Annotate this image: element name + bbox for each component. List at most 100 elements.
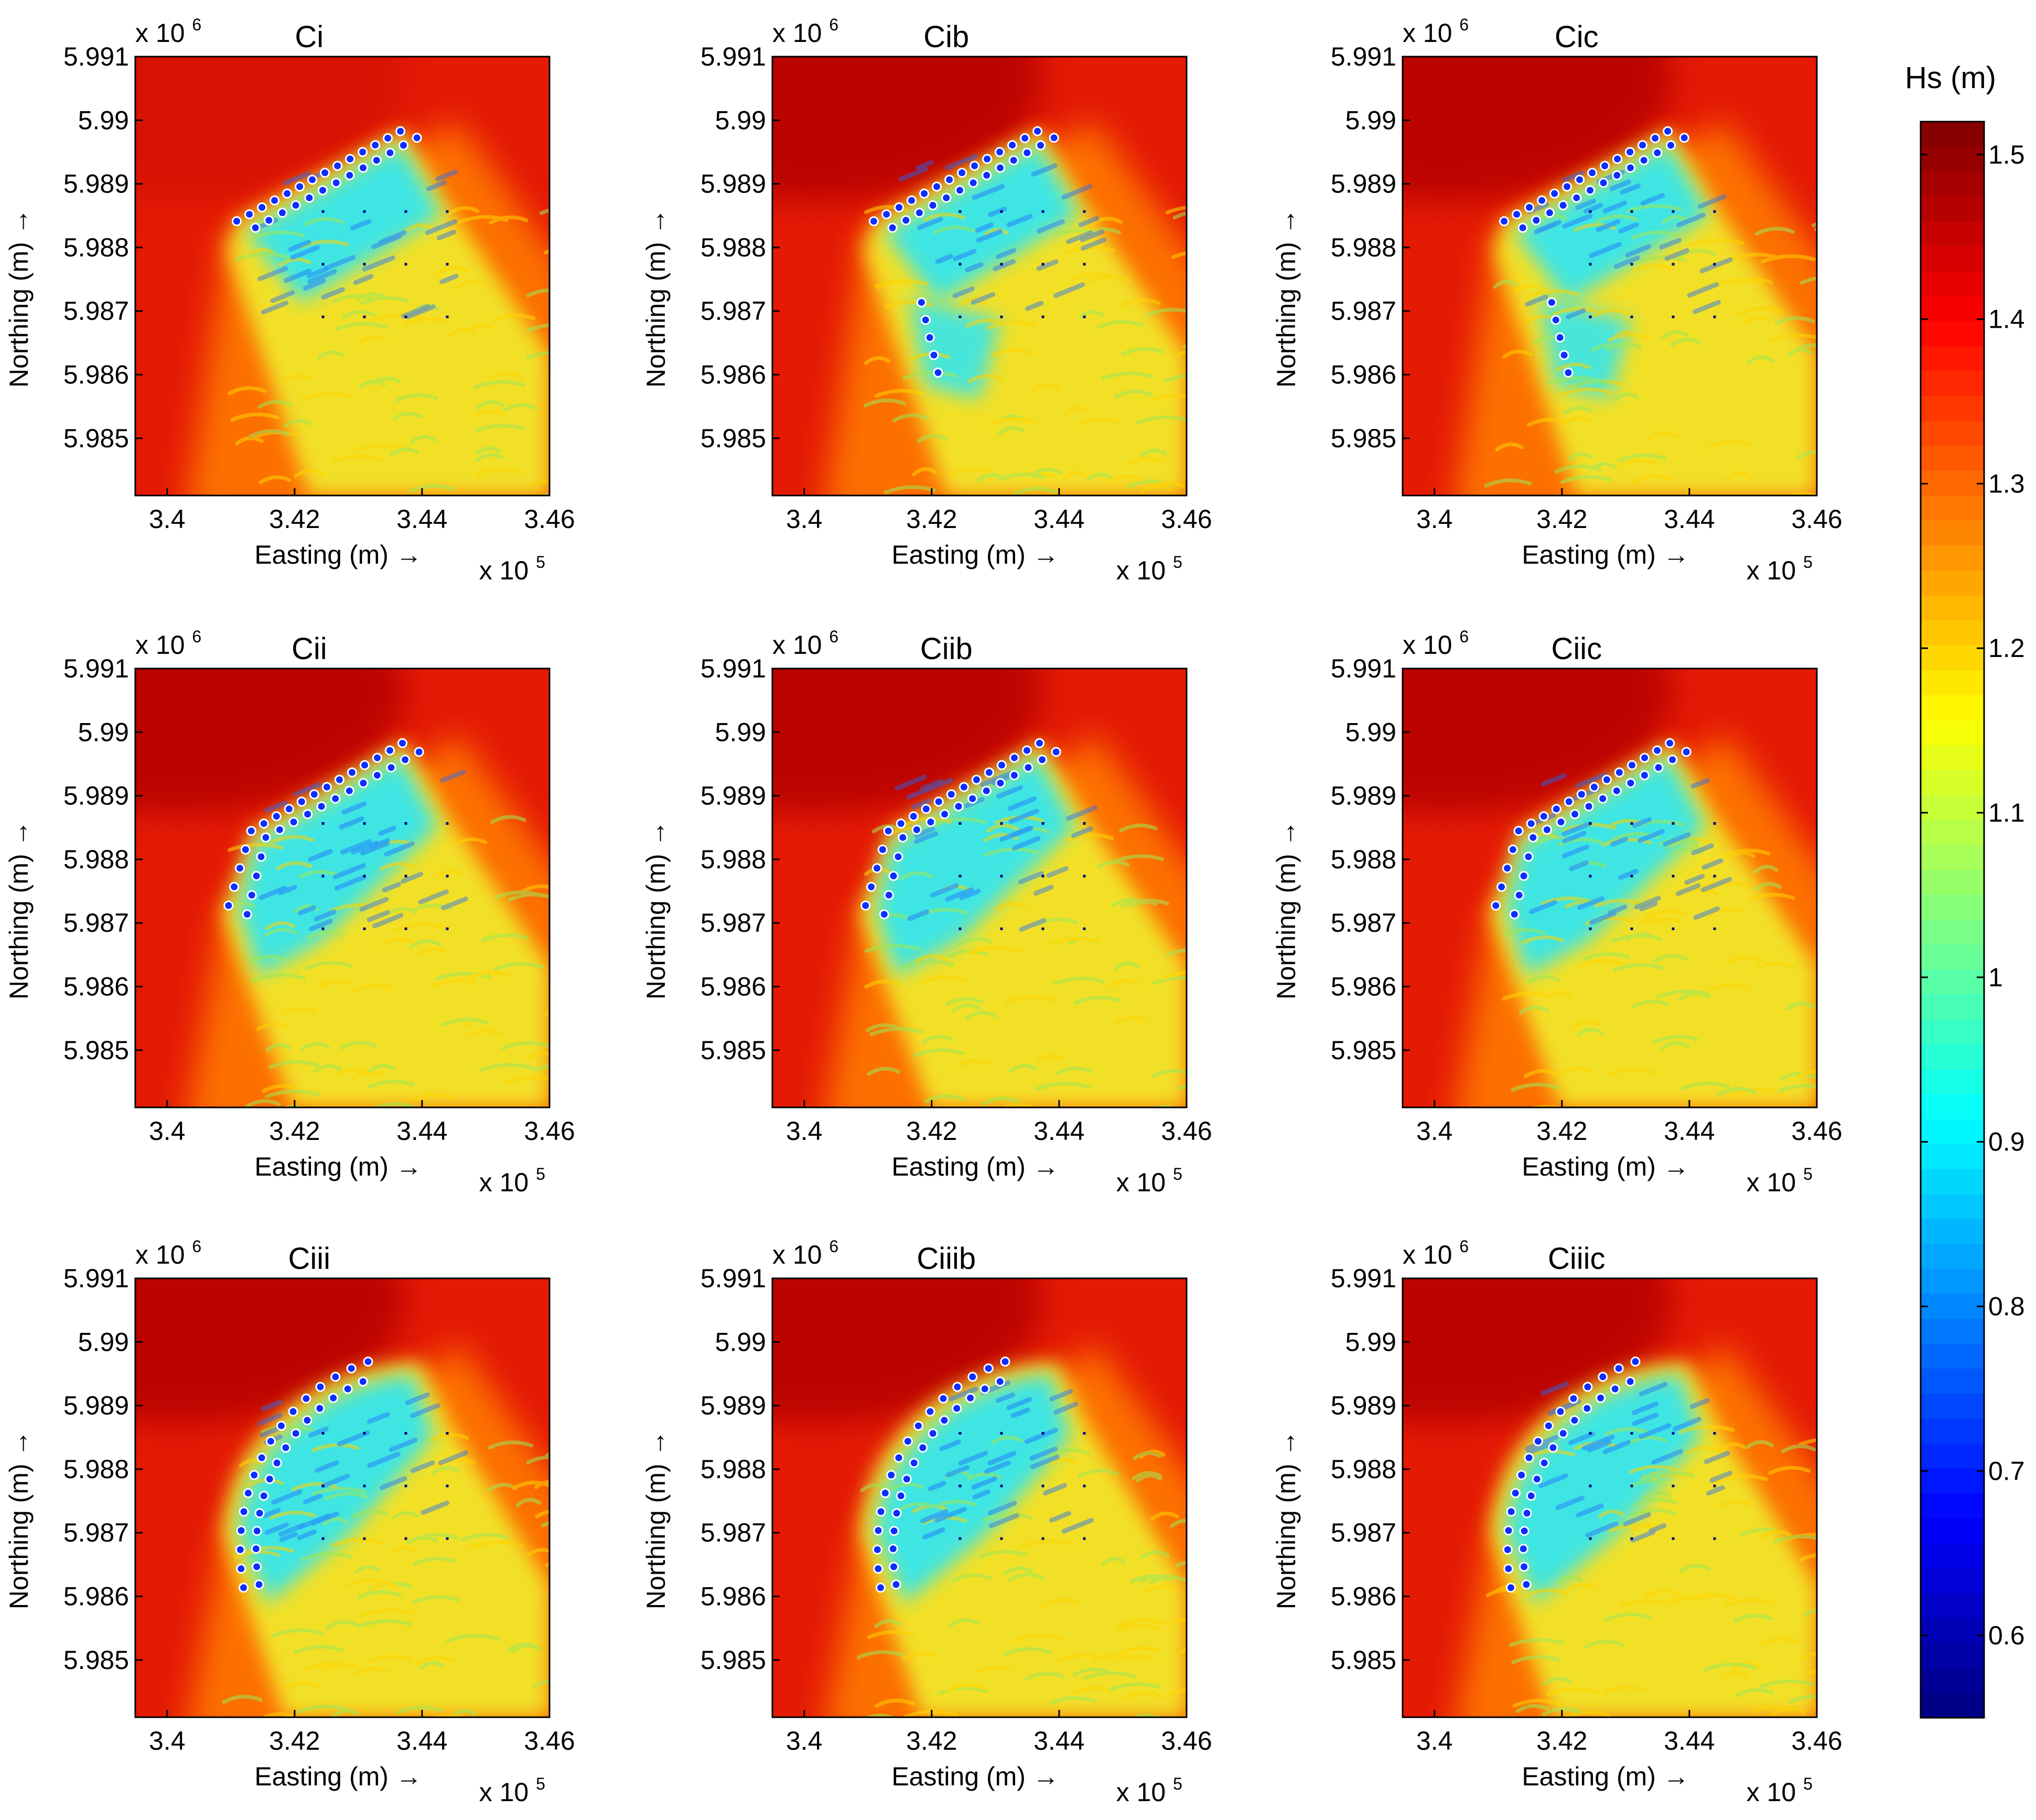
grid-point: [1630, 315, 1633, 318]
y-tick-label: 5.991: [63, 42, 129, 71]
x-tick-label: 3.44: [396, 504, 447, 534]
turbine-marker: [893, 1452, 904, 1463]
grid-point: [404, 1537, 407, 1540]
y-tick-label: 5.989: [63, 169, 129, 199]
grid-point: [1630, 1431, 1633, 1435]
x-tick-label: 3.4: [786, 1726, 823, 1756]
turbine-marker: [1523, 852, 1534, 862]
grid-point: [1083, 263, 1086, 266]
grid-point: [446, 875, 449, 878]
y-multiplier: x 10 6: [1403, 627, 1469, 660]
turbine-marker: [941, 192, 952, 203]
x-tick-label: 3.44: [1033, 1116, 1084, 1146]
turbine-marker: [1022, 745, 1032, 756]
x-tick-label: 3.42: [269, 1116, 320, 1146]
y-tick-label: 5.986: [1331, 360, 1396, 390]
turbine-marker: [911, 824, 922, 835]
grid-point: [446, 1537, 449, 1540]
y-tick-label: 5.989: [701, 781, 766, 811]
panel-ciic: Ciic 3.4 3.42 3.44 3.46 5.985 5.986 5.987 5.988 5…: [1272, 627, 1843, 1197]
turbine-marker: [252, 1526, 262, 1536]
grid-point: [1589, 1431, 1592, 1435]
wave-streaks: [856, 1380, 1187, 1717]
y-tick-label: 5.991: [701, 654, 766, 683]
colorbar-swatch: [1921, 1618, 1984, 1644]
turbine-marker: [1009, 770, 1019, 780]
turbine-marker: [1548, 1442, 1558, 1453]
turbine-marker: [1519, 1526, 1529, 1536]
turbine-marker: [1625, 778, 1636, 788]
turbine-marker: [328, 1393, 339, 1403]
x-tick-label: 3.44: [396, 1726, 447, 1756]
turbine-marker: [239, 1582, 249, 1593]
x-multiplier-exponent: 5: [1803, 553, 1813, 572]
grid-point: [404, 927, 407, 930]
turbine-marker: [296, 796, 307, 807]
x-multiplier: x 10 5: [1116, 1774, 1182, 1807]
turbine-marker: [243, 1488, 253, 1498]
turbine-marker: [1666, 140, 1676, 150]
panel-title: Ciiib: [917, 1242, 976, 1276]
turbine-marker: [1589, 782, 1599, 792]
turbine-marker: [1564, 796, 1574, 807]
turbine-marker: [372, 752, 382, 763]
turbine-marker: [1650, 133, 1661, 143]
colorbar-swatch: [1921, 146, 1984, 172]
turbine-marker: [967, 1372, 978, 1382]
colorbar-swatch: [1921, 795, 1984, 821]
turbine-marker: [1543, 1420, 1554, 1431]
turbine-marker: [1653, 762, 1664, 773]
x-multiplier: x 10 5: [1116, 1165, 1182, 1197]
wave-streaks: [222, 1392, 550, 1717]
y-tick-label: 5.987: [701, 296, 766, 326]
turbine-marker: [1546, 297, 1557, 308]
colorbar-swatch: [1921, 421, 1984, 447]
turbine-marker: [1499, 216, 1510, 227]
grid-point: [1041, 875, 1044, 878]
turbine-marker: [889, 1526, 899, 1536]
turbine-marker: [1510, 1488, 1521, 1498]
grid-point: [1041, 822, 1044, 825]
grid-point: [958, 822, 962, 825]
colorbar-swatches: [1921, 122, 1984, 1718]
grid-point: [404, 1431, 407, 1435]
turbine-marker: [1556, 817, 1566, 827]
colorbar-swatch: [1921, 720, 1984, 746]
turbine-marker: [1020, 133, 1030, 143]
turbine-marker: [886, 1470, 897, 1480]
x-tick-label: 3.46: [524, 1726, 575, 1756]
grid-point: [321, 927, 325, 930]
turbine-marker: [347, 767, 357, 778]
turbine-marker: [386, 762, 396, 773]
turbine-marker: [946, 789, 956, 800]
y-tick-label: 5.99: [715, 717, 766, 747]
turbine-marker: [893, 852, 903, 862]
panel-cic: Cic 3.4 3.42 3.44 3.46 5.985 5.986 5.987 5.988 5.…: [1272, 15, 1843, 585]
y-tick-label: 5.986: [701, 1582, 766, 1611]
y-tick-label: 5.986: [63, 360, 129, 390]
turbine-marker: [282, 188, 293, 199]
turbine-marker: [272, 1458, 282, 1468]
grid-point: [1630, 875, 1633, 878]
turbine-marker: [1512, 209, 1522, 220]
grid-point: [1041, 1431, 1044, 1435]
turbine-marker: [264, 1474, 275, 1484]
turbine-marker: [907, 195, 917, 206]
turbine-marker: [983, 1363, 994, 1374]
turbine-marker: [345, 154, 356, 164]
turbine-marker: [984, 767, 994, 778]
turbine-marker: [1638, 140, 1648, 150]
grid-point: [1630, 1484, 1633, 1488]
x-axis-label: Easting (m) →: [891, 1762, 1059, 1791]
colorbar-swatch: [1921, 745, 1984, 771]
colorbar-swatch: [1921, 1343, 1984, 1369]
colorbar-swatch: [1921, 171, 1984, 197]
grid-point: [321, 875, 325, 878]
colorbar-swatch: [1921, 1518, 1984, 1544]
turbine-marker: [995, 1376, 1005, 1387]
y-tick-label: 5.987: [701, 1518, 766, 1547]
turbine-marker: [925, 817, 936, 827]
colorbar-swatch: [1921, 895, 1984, 920]
x-tick-label: 3.42: [906, 504, 957, 534]
turbine-marker: [1023, 762, 1033, 773]
